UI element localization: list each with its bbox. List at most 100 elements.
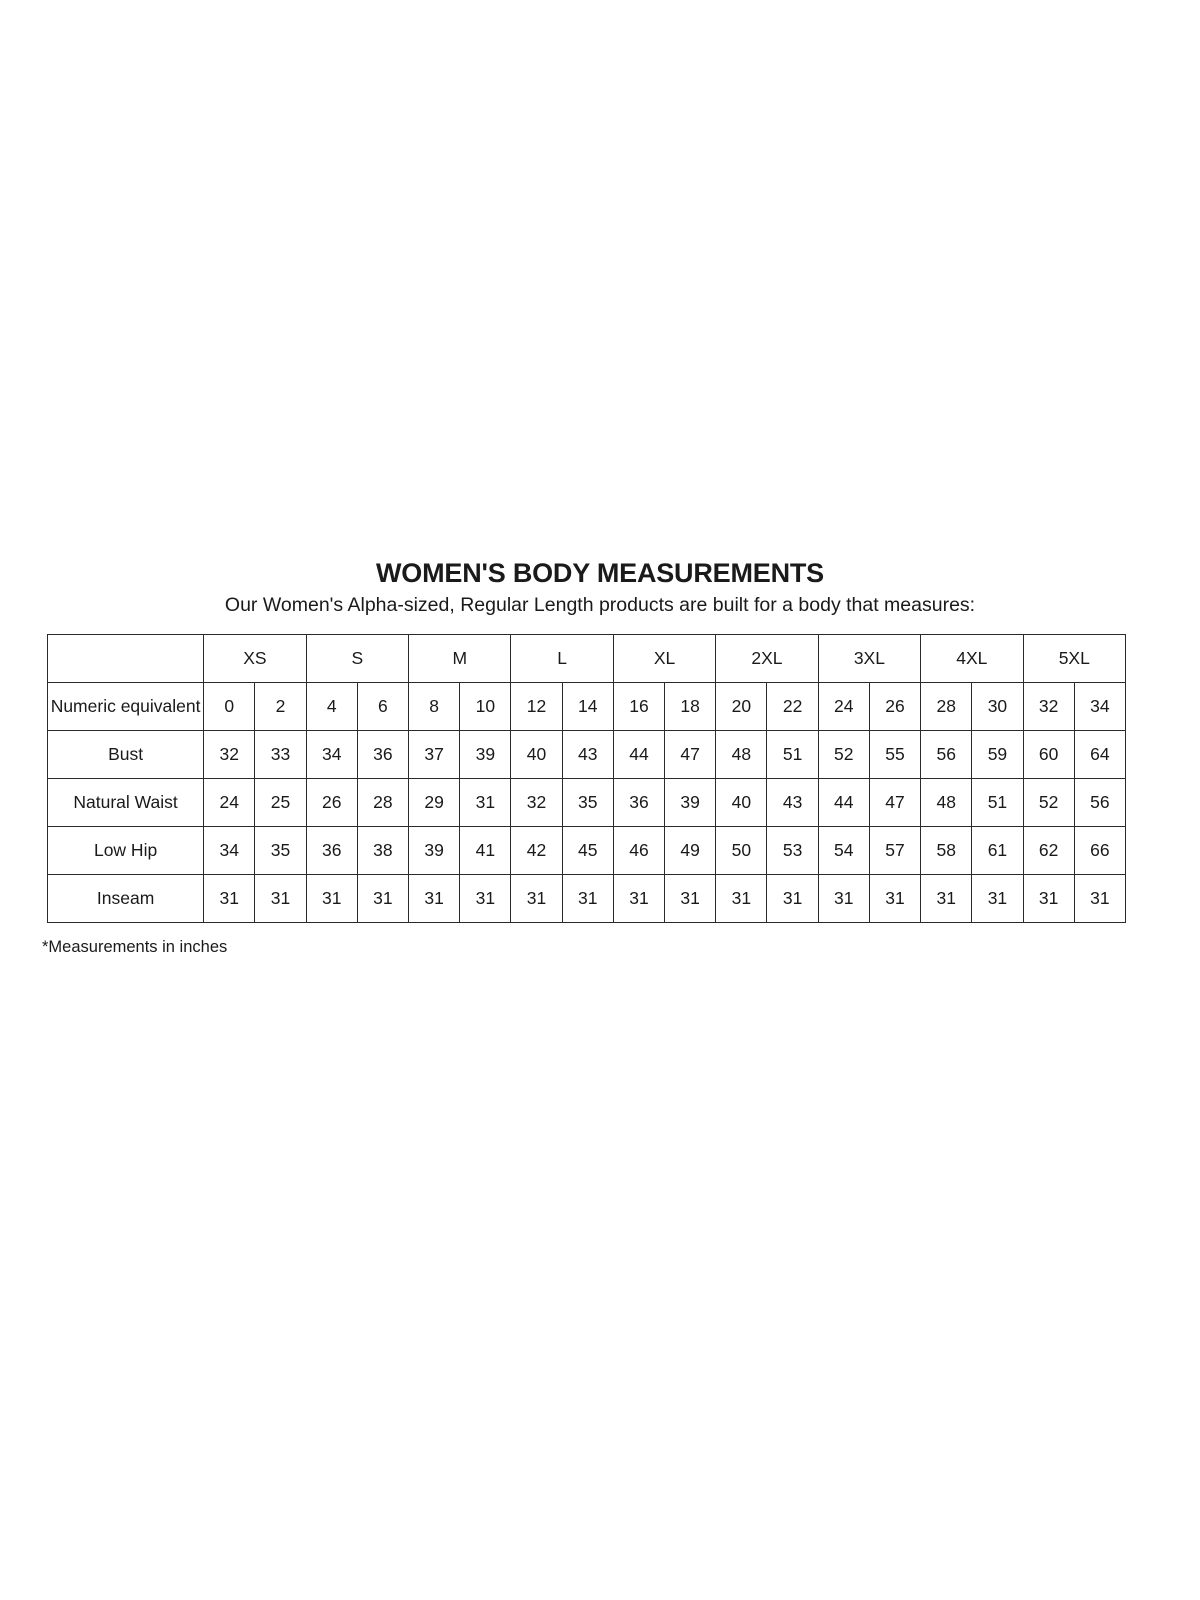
measurement-cell: 51 bbox=[971, 778, 1024, 827]
measurement-cell: 29 bbox=[408, 778, 461, 827]
measurement-cell: 39 bbox=[408, 826, 461, 875]
measurement-cell: 24 bbox=[203, 778, 256, 827]
measurements-footnote: *Measurements in inches bbox=[42, 938, 228, 956]
measurement-cell: 48 bbox=[920, 778, 973, 827]
numeric-equivalent-cell: 20 bbox=[715, 682, 768, 731]
size-group-4xl: 4XL bbox=[920, 634, 1024, 683]
measurement-cell: 47 bbox=[868, 778, 922, 827]
measurement-cell: 36 bbox=[612, 778, 666, 827]
numeric-equivalent-cell: 6 bbox=[356, 682, 410, 731]
measurement-cell: 31 bbox=[459, 874, 512, 923]
measurement-cell: 56 bbox=[1073, 778, 1127, 827]
measurement-cell: 52 bbox=[817, 730, 870, 779]
measurement-cell: 61 bbox=[971, 826, 1024, 875]
table-row: Inseam 31 31 31 31 31 31 31 31 31 31 31 … bbox=[46, 874, 1127, 923]
measurement-cell: 48 bbox=[715, 730, 768, 779]
measurement-cell: 56 bbox=[920, 730, 973, 779]
row-label-bust: Bust bbox=[46, 730, 205, 779]
measurement-cell: 31 bbox=[1073, 874, 1127, 923]
row-label-low-hip: Low Hip bbox=[46, 826, 205, 875]
numeric-equivalent-cell: 24 bbox=[817, 682, 870, 731]
size-group-2xl: 2XL bbox=[715, 634, 819, 683]
measurement-cell: 31 bbox=[715, 874, 768, 923]
measurement-cell: 62 bbox=[1022, 826, 1075, 875]
size-group-5xl: 5XL bbox=[1022, 634, 1127, 683]
measurement-cell: 37 bbox=[408, 730, 461, 779]
measurement-cell: 31 bbox=[868, 874, 922, 923]
measurement-cell: 45 bbox=[561, 826, 614, 875]
measurement-cell: 43 bbox=[766, 778, 819, 827]
measurement-cell: 41 bbox=[459, 826, 512, 875]
numeric-equivalent-cell: 28 bbox=[920, 682, 973, 731]
size-group-xs: XS bbox=[203, 634, 307, 683]
measurement-cell: 31 bbox=[920, 874, 973, 923]
numeric-equivalent-row: Numeric equivalent 0 2 4 6 8 10 12 14 16… bbox=[46, 682, 1127, 731]
measurement-cell: 57 bbox=[868, 826, 922, 875]
measurement-cell: 52 bbox=[1022, 778, 1075, 827]
measurement-cell: 25 bbox=[254, 778, 307, 827]
numeric-equivalent-cell: 12 bbox=[510, 682, 563, 731]
measurement-cell: 38 bbox=[356, 826, 410, 875]
measurement-cell: 59 bbox=[971, 730, 1024, 779]
measurement-cell: 32 bbox=[203, 730, 256, 779]
page-title: WOMEN'S BODY MEASUREMENTS bbox=[376, 558, 824, 588]
measurement-cell: 31 bbox=[612, 874, 666, 923]
measurement-cell: 28 bbox=[356, 778, 410, 827]
size-group-l: L bbox=[510, 634, 614, 683]
row-label-natural-waist: Natural Waist bbox=[46, 778, 205, 827]
measurement-cell: 31 bbox=[356, 874, 410, 923]
size-group-header-row: XS S M L XL 2XL 3XL 4XL 5XL bbox=[46, 634, 1127, 683]
numeric-equivalent-label: Numeric equivalent bbox=[46, 682, 205, 731]
table-row: Bust 32 33 34 36 37 39 40 43 44 47 48 51… bbox=[46, 730, 1127, 779]
numeric-equivalent-cell: 30 bbox=[971, 682, 1024, 731]
measurement-cell: 50 bbox=[715, 826, 768, 875]
measurement-cell: 53 bbox=[766, 826, 819, 875]
measurement-cell: 40 bbox=[510, 730, 563, 779]
measurement-cell: 47 bbox=[664, 730, 717, 779]
measurement-cell: 31 bbox=[664, 874, 717, 923]
measurement-cell: 46 bbox=[612, 826, 666, 875]
measurement-cell: 31 bbox=[971, 874, 1024, 923]
body-measurements-table: XS S M L XL 2XL 3XL 4XL 5XL Numeric equi… bbox=[46, 634, 1127, 923]
table-row: Low Hip 34 35 36 38 39 41 42 45 46 49 50… bbox=[46, 826, 1127, 875]
measurement-cell: 31 bbox=[459, 778, 512, 827]
numeric-equivalent-cell: 14 bbox=[561, 682, 614, 731]
measurement-cell: 39 bbox=[664, 778, 717, 827]
numeric-equivalent-cell: 34 bbox=[1073, 682, 1127, 731]
measurement-cell: 31 bbox=[1022, 874, 1075, 923]
numeric-equivalent-cell: 8 bbox=[408, 682, 461, 731]
measurement-cell: 35 bbox=[254, 826, 307, 875]
measurement-cell: 36 bbox=[305, 826, 358, 875]
numeric-equivalent-cell: 4 bbox=[305, 682, 358, 731]
measurement-cell: 32 bbox=[510, 778, 563, 827]
measurement-cell: 55 bbox=[868, 730, 922, 779]
measurement-cell: 42 bbox=[510, 826, 563, 875]
measurement-cell: 34 bbox=[203, 826, 256, 875]
measurement-cell: 31 bbox=[766, 874, 819, 923]
corner-spacer-cell bbox=[46, 634, 205, 683]
measurement-cell: 31 bbox=[817, 874, 870, 923]
table-head: XS S M L XL 2XL 3XL 4XL 5XL Numeric equi… bbox=[46, 634, 1127, 731]
measurement-cell: 31 bbox=[305, 874, 358, 923]
measurement-cell: 40 bbox=[715, 778, 768, 827]
size-group-s: S bbox=[305, 634, 410, 683]
measurement-cell: 26 bbox=[305, 778, 358, 827]
size-group-xl: XL bbox=[612, 634, 717, 683]
numeric-equivalent-cell: 10 bbox=[459, 682, 512, 731]
measurement-cell: 31 bbox=[203, 874, 256, 923]
size-group-3xl: 3XL bbox=[817, 634, 922, 683]
table-row: Natural Waist 24 25 26 28 29 31 32 35 36… bbox=[46, 778, 1127, 827]
measurement-cell: 31 bbox=[510, 874, 563, 923]
page-subtitle: Our Women's Alpha-sized, Regular Length … bbox=[224, 594, 976, 616]
measurement-cell: 54 bbox=[817, 826, 870, 875]
measurement-cell: 31 bbox=[408, 874, 461, 923]
measurement-cell: 44 bbox=[612, 730, 666, 779]
measurement-cell: 36 bbox=[356, 730, 410, 779]
measurement-cell: 44 bbox=[817, 778, 870, 827]
measurement-cell: 49 bbox=[664, 826, 717, 875]
numeric-equivalent-cell: 22 bbox=[766, 682, 819, 731]
measurement-cell: 34 bbox=[305, 730, 358, 779]
numeric-equivalent-cell: 32 bbox=[1022, 682, 1075, 731]
measurement-cell: 66 bbox=[1073, 826, 1127, 875]
